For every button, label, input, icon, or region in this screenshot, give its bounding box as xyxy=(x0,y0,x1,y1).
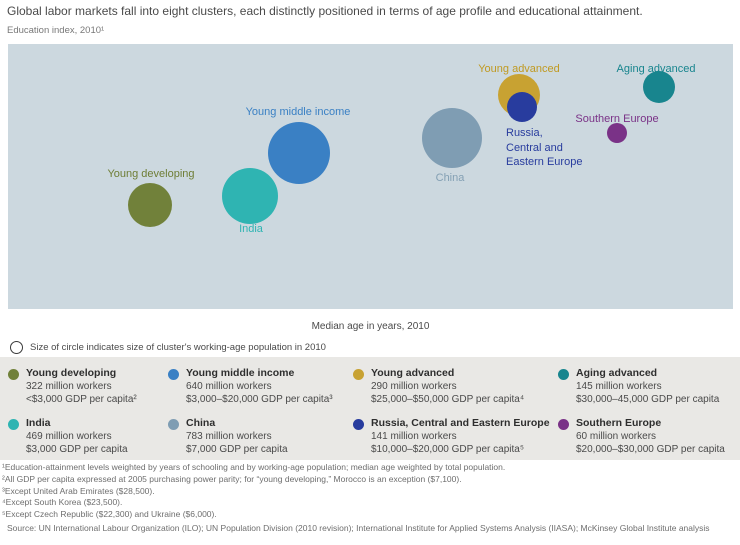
legend-item-gdp: $7,000 GDP per capita xyxy=(186,444,288,455)
legend-item-gdp: $20,000–$30,000 GDP per capita xyxy=(576,444,725,455)
legend-item-name: Young middle income xyxy=(186,367,295,379)
legend-dot-icon xyxy=(558,419,569,430)
legend-item-workers: 290 million workers xyxy=(371,381,457,392)
page-title: Global labor markets fall into eight clu… xyxy=(7,4,643,18)
bubble-label-young-developing: Young developing xyxy=(107,168,195,180)
bubble-southern-europe xyxy=(607,123,627,143)
legend-dot-icon xyxy=(8,419,19,430)
legend-dot-icon xyxy=(8,369,19,380)
footnote-1: ¹Education-attainment levels weighted by… xyxy=(2,462,506,472)
legend-item-young-developing: Young developing 322 million workers <$3,0… xyxy=(8,367,168,410)
legend-dot-icon xyxy=(558,369,569,380)
bubble-size-note: Size of circle indicates size of cluster… xyxy=(10,341,326,354)
legend-item-young-middle-income: Young middle income 640 million workers $3… xyxy=(168,367,353,410)
bubble-label-young-advanced: Young advanced xyxy=(478,63,560,75)
bubble-india xyxy=(222,168,278,224)
legend-item-aging-advanced: Aging advanced 145 million workers $30,000… xyxy=(558,367,736,410)
legend-item-russia-central-and-eastern-europe: Russia, Central and Eastern Europe 141 mi… xyxy=(353,417,558,460)
bubble-chart-plot-area: Young developing India Young middle income… xyxy=(8,44,733,309)
x-axis-label: Median age in years, 2010 xyxy=(311,321,430,332)
legend-dot-icon xyxy=(353,369,364,380)
legend-item-name: Southern Europe xyxy=(576,417,662,429)
footnote-3: ³Except United Arab Emirates ($28,500). xyxy=(2,485,155,496)
bubble-china xyxy=(422,108,482,168)
legend-item-india: India 469 million workers $3,000 GDP per c… xyxy=(8,417,168,460)
bubble-label-southern-europe: Southern Europe xyxy=(575,113,659,125)
cluster-legend: Young developing 322 million workers <$3,0… xyxy=(0,357,740,460)
legend-dot-icon xyxy=(353,419,364,430)
legend-item-name: Aging advanced xyxy=(576,367,658,379)
legend-item-name: India xyxy=(26,417,51,429)
legend-dot-icon xyxy=(168,369,179,380)
legend-item-name: Young advanced xyxy=(371,367,455,379)
legend-item-gdp: $30,000–45,000 GDP per capita xyxy=(576,394,720,405)
legend-item-workers: 60 million workers xyxy=(576,431,657,442)
bubble-young-middle-income xyxy=(268,122,330,184)
legend-item-workers: 141 million workers xyxy=(371,431,457,442)
legend-item-name: Young developing xyxy=(26,367,117,379)
footnote-4: ⁴Except South Korea ($23,500). xyxy=(2,497,123,508)
source-line: Source: UN International Labour Organiza… xyxy=(7,522,710,533)
legend-item-workers: 145 million workers xyxy=(576,381,662,392)
legend-dot-icon xyxy=(168,419,179,430)
bubble-label-russia-central-and-eastern-europe: Russia, Central and Eastern Europe xyxy=(506,127,583,168)
bubble-size-note-text: Size of circle indicates size of cluster… xyxy=(30,342,326,353)
legend-item-china: China 783 million workers $7,000 GDP per c… xyxy=(168,417,353,460)
bubble-label-aging-advanced: Aging advanced xyxy=(616,63,696,75)
footnotes: ¹Education-attainment levels weighted by… xyxy=(2,462,738,534)
footnote-2: ²All GDP per capita expressed at 2005 pu… xyxy=(2,473,462,484)
legend-item-workers: 783 million workers xyxy=(186,431,272,442)
bubble-aging-advanced xyxy=(643,71,675,103)
legend-item-gdp: <$3,000 GDP per capita² xyxy=(26,394,137,405)
legend-item-name: Russia, Central and Eastern Europe xyxy=(371,417,550,429)
legend-item-name: China xyxy=(186,417,216,429)
bubble-young-developing xyxy=(128,183,172,227)
legend-item-workers: 322 million workers xyxy=(26,381,112,392)
legend-item-workers: 469 million workers xyxy=(26,431,112,442)
legend-item-gdp: $25,000–$50,000 GDP per capita⁴ xyxy=(371,394,525,405)
bubble-label-young-middle-income: Young middle income xyxy=(245,106,351,118)
y-axis-label: Education index, 2010¹ xyxy=(7,25,105,36)
legend-item-young-advanced: Young advanced 290 million workers $25,000… xyxy=(353,367,558,410)
bubble-label-india: India xyxy=(239,223,263,235)
circle-outline-icon xyxy=(10,341,23,354)
bubble-russia-central-and-eastern-europe xyxy=(507,92,537,122)
legend-item-gdp: $3,000–$20,000 GDP per capita³ xyxy=(186,394,333,405)
legend-item-workers: 640 million workers xyxy=(186,381,272,392)
legend-item-gdp: $10,000–$20,000 GDP per capita⁵ xyxy=(371,444,524,455)
bubble-label-china: China xyxy=(435,172,465,184)
legend-item-southern-europe: Southern Europe 60 million workers $20,000… xyxy=(558,417,736,460)
legend-item-gdp: $3,000 GDP per capita xyxy=(26,444,128,455)
footnote-5: ⁵Except Czech Republic ($22,300) and Ukr… xyxy=(2,509,217,520)
